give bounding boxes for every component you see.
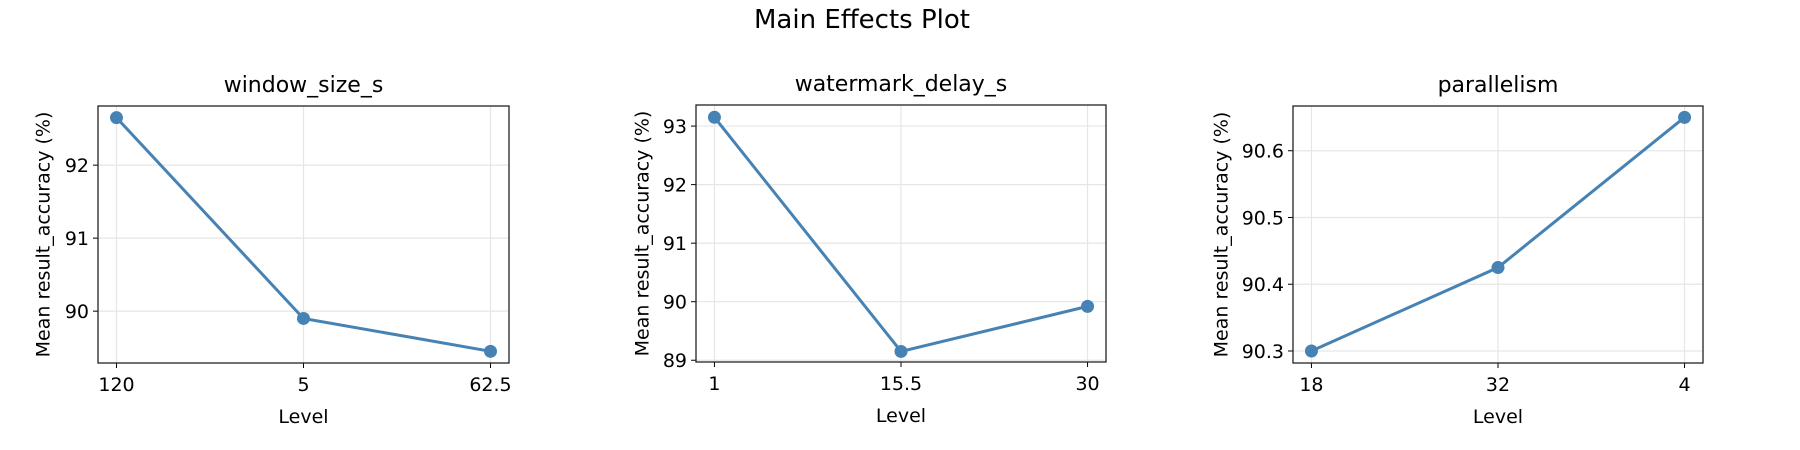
data-point bbox=[1081, 299, 1095, 313]
x-tick-label: 15.5 bbox=[880, 373, 922, 395]
x-tick-label: 32 bbox=[1486, 374, 1510, 396]
y-axis-label: Mean result_accuracy (%) bbox=[1211, 112, 1233, 358]
subplot-parallelism: 90.3 90.4 90.5 90.6 18 32 4 parallelism Level Mea… bbox=[1211, 73, 1704, 428]
data-point bbox=[894, 344, 908, 358]
axes-frame bbox=[97, 105, 510, 364]
x-axis-label: Level bbox=[278, 406, 328, 428]
y-tick-label: 92 bbox=[663, 175, 687, 197]
x-tick-label: 5 bbox=[297, 374, 309, 396]
x-tick-label: 62.5 bbox=[469, 374, 511, 396]
x-tick-label: 1 bbox=[708, 373, 720, 395]
data-point bbox=[484, 344, 498, 358]
y-tick-label: 90.4 bbox=[1242, 274, 1284, 296]
x-tick-label: 18 bbox=[1299, 374, 1323, 396]
y-axis-label: Mean result_accuracy (%) bbox=[632, 111, 654, 357]
y-tick-label: 92 bbox=[65, 155, 89, 177]
subplot-title: parallelism bbox=[1438, 73, 1559, 98]
y-tick-label: 90 bbox=[65, 301, 89, 323]
data-point bbox=[109, 111, 123, 125]
subplot-title: window_size_s bbox=[224, 73, 384, 98]
y-tick-label: 91 bbox=[663, 233, 687, 255]
subplot-window_size_s: 90 91 92 120 5 62.5 window_size_s Level Mean res… bbox=[33, 73, 512, 428]
subplot-title: watermark_delay_s bbox=[795, 72, 1008, 97]
data-point bbox=[297, 311, 310, 325]
y-tick-label: 89 bbox=[663, 350, 687, 372]
y-axis-label: Mean result_accuracy (%) bbox=[33, 112, 55, 358]
x-tick-label: 30 bbox=[1075, 373, 1099, 395]
y-tick-label: 90.5 bbox=[1242, 207, 1284, 229]
y-tick-label: 93 bbox=[663, 116, 687, 138]
data-point bbox=[1304, 344, 1318, 358]
y-tick-label: 90.6 bbox=[1242, 141, 1284, 163]
axes-frame bbox=[695, 104, 1107, 363]
figure-title: Main Effects Plot bbox=[754, 5, 970, 35]
axes-frame bbox=[1292, 105, 1704, 364]
x-axis-label: Level bbox=[1473, 406, 1523, 428]
data-point bbox=[1491, 261, 1505, 275]
data-point bbox=[1678, 110, 1692, 124]
y-tick-label: 90.3 bbox=[1242, 341, 1284, 363]
subplot-watermark_delay_s: 89 90 91 92 93 1 15.5 30 watermark_delay_s Level M… bbox=[632, 72, 1107, 427]
y-tick-label: 90 bbox=[663, 292, 687, 314]
y-tick-label: 91 bbox=[65, 228, 89, 250]
data-point bbox=[707, 110, 721, 124]
x-tick-label: 4 bbox=[1679, 374, 1691, 396]
x-tick-label: 120 bbox=[98, 374, 134, 396]
x-axis-label: Level bbox=[876, 405, 926, 427]
